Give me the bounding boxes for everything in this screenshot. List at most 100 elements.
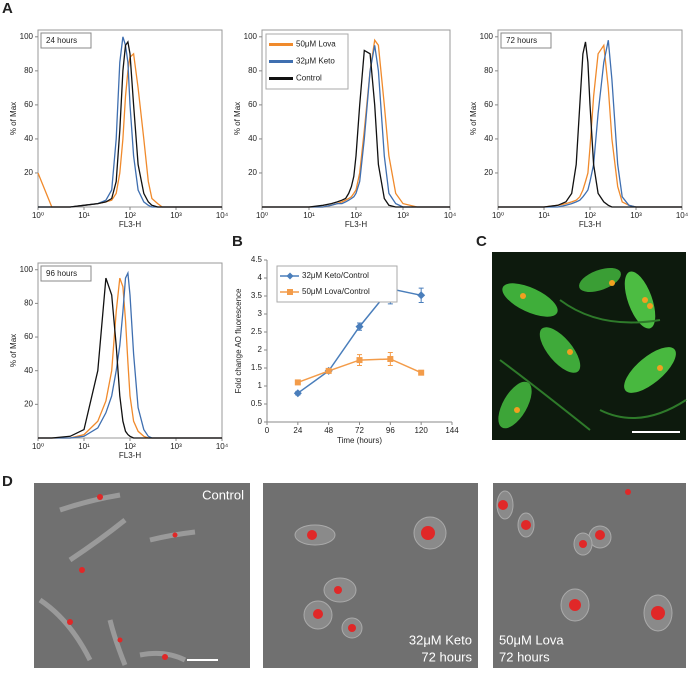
y-tick-label: 2 xyxy=(258,345,263,354)
y-tick-label: 20 xyxy=(248,168,257,177)
image-label: 50μM Lova xyxy=(499,632,564,647)
series-line xyxy=(37,52,222,208)
x-axis-label: FL3-H xyxy=(119,451,141,460)
x-tick-label: 10³ xyxy=(170,211,182,220)
x-axis-label: FL3-H xyxy=(119,220,141,229)
x-tick-label: 10² xyxy=(124,211,136,220)
annotation: 96 hours xyxy=(46,269,77,278)
annotation-box xyxy=(500,32,552,49)
point xyxy=(325,367,332,374)
panel-letter: D xyxy=(2,473,13,490)
y-tick-label: 60 xyxy=(248,100,257,109)
x-tick-label: 96 xyxy=(386,426,395,435)
annotation: 24 hours xyxy=(46,36,77,45)
point xyxy=(293,389,302,398)
y-tick-label: 100 xyxy=(20,32,34,41)
x-axis-label: FL3-H xyxy=(345,220,367,229)
y-tick-label: 3 xyxy=(258,309,263,318)
y-tick-label: 3.5 xyxy=(251,291,263,300)
legend-marker xyxy=(286,272,294,280)
x-tick-label: 10⁴ xyxy=(216,442,229,451)
x-tick-label: 10¹ xyxy=(78,211,90,220)
series-line xyxy=(498,40,682,208)
annotation-box xyxy=(40,265,92,282)
micrograph-d-lova: 50μM Lova 72 hours xyxy=(493,483,686,668)
y-tick-label: 80 xyxy=(24,298,33,307)
y-tick-label: 100 xyxy=(244,32,258,41)
series-line xyxy=(262,45,450,208)
y-tick-label: 4 xyxy=(258,273,263,282)
x-tick-label: 10⁰ xyxy=(492,211,504,220)
x-tick-label: 10³ xyxy=(630,211,642,220)
y-tick-label: 40 xyxy=(484,134,493,143)
series-line xyxy=(262,49,450,208)
image-label: 72 hours xyxy=(499,649,550,664)
point xyxy=(356,357,363,364)
legend-label: 50μM Lova/Control xyxy=(302,287,370,296)
series-line xyxy=(38,40,222,208)
x-tick-label: 10³ xyxy=(397,211,409,220)
x-tick-label: 10⁴ xyxy=(444,211,457,220)
x-axis-label: FL3-H xyxy=(579,220,601,229)
x-tick-label: 10⁴ xyxy=(676,211,689,220)
micrograph-c xyxy=(492,252,687,440)
y-tick-label: 0 xyxy=(258,417,263,426)
x-axis-label: Time (hours) xyxy=(337,436,382,445)
panel-letter: B xyxy=(232,233,243,250)
x-tick-label: 10² xyxy=(584,211,596,220)
y-tick-label: 20 xyxy=(484,168,493,177)
y-tick-label: 80 xyxy=(24,66,33,75)
x-tick-label: 10¹ xyxy=(303,211,315,220)
x-tick-label: 10¹ xyxy=(78,442,90,451)
series-line xyxy=(498,41,682,208)
point xyxy=(355,322,364,331)
x-tick-label: 48 xyxy=(324,426,333,435)
y-tick-label: 100 xyxy=(20,265,34,274)
x-tick-label: 120 xyxy=(414,426,428,435)
point xyxy=(417,291,426,300)
series-line xyxy=(38,277,222,439)
x-tick-label: 10² xyxy=(350,211,362,220)
x-tick-label: 10⁴ xyxy=(216,211,229,220)
x-tick-label: 10² xyxy=(124,442,136,451)
annotation: 72 hours xyxy=(506,36,537,45)
x-tick-label: 144 xyxy=(445,426,459,435)
y-tick-label: 2.5 xyxy=(251,327,263,336)
y-tick-label: 20 xyxy=(24,399,33,408)
y-tick-label: 60 xyxy=(24,100,33,109)
x-tick-label: 10¹ xyxy=(538,211,550,220)
y-axis-label: % of Max xyxy=(9,102,18,135)
legend-label: 32μM Keto/Control xyxy=(302,271,369,280)
series-line xyxy=(297,287,422,394)
y-axis-label: % of Max xyxy=(233,102,242,135)
legend-box xyxy=(276,265,398,303)
x-tick-label: 10⁰ xyxy=(256,211,268,220)
y-axis-label: Fold change AO fluorescence xyxy=(234,288,243,394)
panel-letter: C xyxy=(476,233,487,250)
x-tick-label: 0 xyxy=(265,426,270,435)
image-label: 72 hours xyxy=(421,649,472,664)
x-tick-label: 10⁰ xyxy=(32,211,44,220)
y-tick-label: 40 xyxy=(24,134,33,143)
point xyxy=(387,356,394,362)
y-tick-label: 60 xyxy=(24,332,33,341)
image-label: Control xyxy=(202,487,244,502)
point xyxy=(294,379,301,386)
legend-marker xyxy=(287,289,293,295)
micrograph-d-control: Control xyxy=(34,483,250,668)
y-tick-label: 4.5 xyxy=(251,255,263,264)
y-tick-label: 0.5 xyxy=(251,399,263,408)
legend-label: 50μM Lova xyxy=(296,40,336,49)
image-label: 32μM Keto xyxy=(409,632,472,647)
x-tick-label: 72 xyxy=(355,426,364,435)
y-tick-label: 60 xyxy=(484,100,493,109)
x-tick-label: 10⁰ xyxy=(32,442,44,451)
legend-label: 32μM Keto xyxy=(296,57,335,66)
y-tick-label: 40 xyxy=(24,366,33,375)
y-tick-label: 100 xyxy=(480,32,494,41)
x-tick-label: 10³ xyxy=(170,442,182,451)
y-tick-label: 1.5 xyxy=(251,363,263,372)
panel-letter: A xyxy=(2,0,13,17)
y-axis-label: % of Max xyxy=(469,102,478,135)
